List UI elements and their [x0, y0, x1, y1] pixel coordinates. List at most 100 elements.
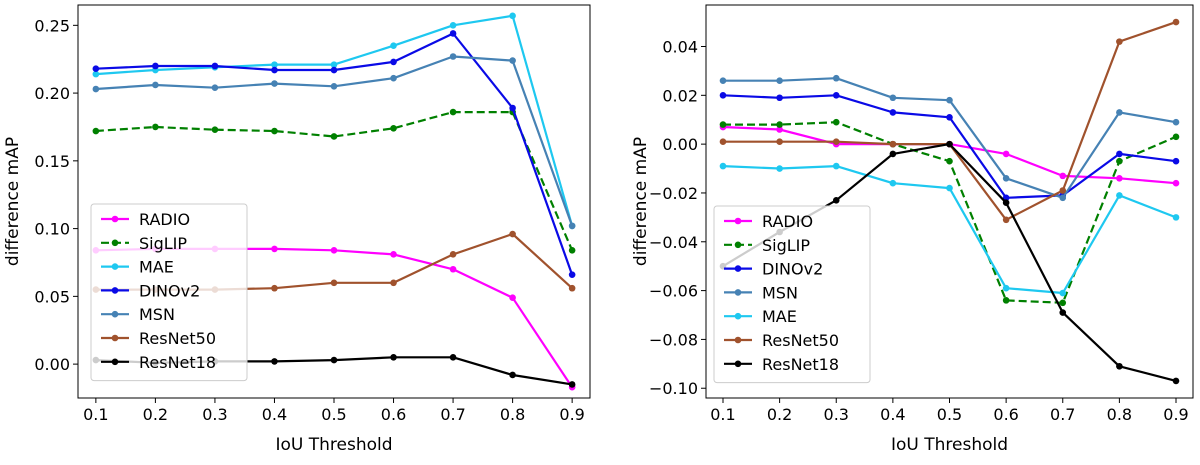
data-point — [832, 138, 840, 145]
y-tick-label: 0.20 — [34, 84, 70, 103]
data-point — [568, 271, 576, 278]
data-point — [568, 381, 576, 388]
data-point — [832, 162, 840, 170]
x-tick-label: 0.1 — [710, 405, 735, 424]
y-tick-label: 0.15 — [34, 152, 70, 171]
x-tick-label: 0.3 — [202, 405, 227, 424]
data-point — [271, 80, 278, 87]
data-point — [211, 62, 219, 70]
data-point — [509, 230, 516, 238]
data-point — [211, 126, 219, 133]
data-point — [92, 65, 100, 72]
legend-marker — [111, 287, 119, 294]
data-point — [152, 123, 159, 131]
data-point — [1172, 214, 1180, 221]
series-msn — [92, 53, 576, 230]
data-point — [271, 66, 278, 74]
data-point — [776, 121, 783, 128]
data-point — [330, 279, 338, 287]
data-point — [776, 138, 783, 145]
data-point — [719, 162, 727, 170]
series-mae — [92, 12, 576, 230]
series-line — [723, 77, 1177, 199]
data-point — [946, 96, 953, 104]
data-point — [330, 61, 338, 68]
data-point — [1172, 133, 1180, 141]
data-point — [330, 133, 338, 140]
data-point — [946, 157, 953, 165]
data-point — [1002, 150, 1010, 158]
data-point — [719, 77, 727, 84]
data-point — [776, 94, 783, 102]
data-point — [509, 371, 516, 379]
data-point — [776, 126, 783, 133]
data-point — [889, 109, 897, 116]
data-point — [889, 179, 897, 187]
legend-label: SigLIP — [762, 236, 810, 255]
series-dinov2 — [92, 30, 576, 278]
data-point — [1002, 297, 1010, 304]
x-axis-label: IoU Threshold — [275, 435, 392, 455]
series-line — [95, 14, 574, 227]
x-tick-label: 0.6 — [381, 405, 406, 424]
data-point — [449, 30, 457, 37]
data-point — [92, 70, 100, 78]
data-point — [776, 77, 783, 84]
data-point — [390, 74, 397, 82]
data-point — [449, 251, 457, 258]
data-point — [776, 165, 783, 172]
chart-panel-1: 0.1 0.2 0.3 0.4 0.5 0.6 0.7 0.8 0.9 0.00 0.05 0.10 0… — [3, 4, 591, 455]
data-point — [92, 127, 100, 135]
legend-marker — [734, 241, 742, 249]
data-point — [1116, 175, 1123, 182]
data-point — [390, 125, 397, 132]
legend-marker — [734, 336, 742, 344]
data-point — [1059, 187, 1067, 194]
y-tick-label: −0.08 — [649, 330, 698, 349]
data-point — [449, 108, 457, 116]
data-point — [568, 246, 576, 254]
data-point — [946, 184, 953, 192]
data-point — [271, 358, 278, 365]
y-tick-label: −0.06 — [649, 282, 698, 301]
y-tick-label: 0.00 — [34, 355, 70, 374]
legend-marker — [734, 265, 742, 272]
data-point — [1002, 216, 1010, 224]
data-point — [211, 84, 219, 91]
legend: RADIO SigLIP DINOv2 MSN MAE ResNet50 ResNet18 — [713, 205, 871, 384]
legend-marker — [734, 289, 742, 296]
x-tick-label: 0.1 — [83, 405, 108, 424]
series-resnet50 — [719, 18, 1180, 224]
data-point — [1002, 199, 1010, 207]
y-axis-label: difference mAP — [3, 137, 23, 266]
legend-label: RADIO — [762, 212, 813, 231]
legend-label: MSN — [139, 305, 175, 324]
x-axis-label: IoU Threshold — [891, 435, 1008, 455]
y-tick-label: −0.02 — [649, 184, 698, 203]
series-line — [95, 55, 574, 227]
legend-marker — [111, 263, 119, 270]
y-tick-label: 0.00 — [662, 135, 698, 154]
series-line — [722, 125, 1177, 185]
x-tick-label: 0.2 — [767, 405, 792, 424]
data-point — [271, 284, 278, 292]
data-point — [889, 150, 897, 158]
data-point — [1116, 157, 1123, 165]
data-point — [568, 222, 576, 230]
series-radio — [719, 123, 1180, 187]
x-tick-label: 0.8 — [500, 405, 525, 424]
data-point — [330, 83, 338, 90]
legend-label: ResNet18 — [139, 353, 216, 372]
data-point — [719, 138, 727, 145]
data-point — [271, 61, 278, 68]
legend-marker — [111, 358, 119, 366]
legend-label: MAE — [762, 307, 797, 326]
data-point — [1116, 109, 1123, 116]
series-mae — [719, 162, 1180, 297]
x-tick-label: 0.7 — [1050, 405, 1075, 424]
x-tick-label: 0.8 — [1107, 405, 1132, 424]
x-tick-label: 0.9 — [1163, 405, 1188, 424]
y-tick-label: 0.02 — [662, 86, 698, 105]
